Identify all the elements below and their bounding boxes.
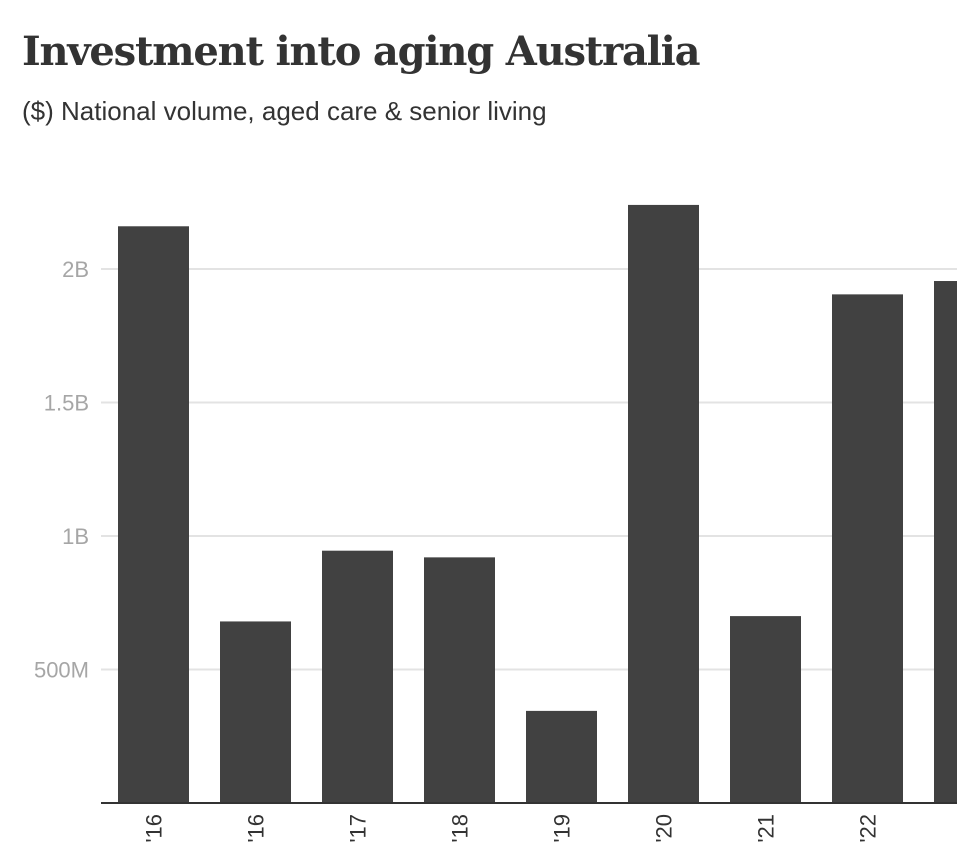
gridlines: [101, 268, 957, 671]
x-tick-label: '19: [550, 814, 575, 843]
bar: [424, 557, 495, 803]
bar: [628, 204, 699, 804]
bar: [934, 281, 957, 803]
x-tick-label: '16: [244, 814, 269, 843]
x-tick-label: '17: [346, 814, 371, 843]
x-tick-label: '22: [856, 814, 881, 843]
bars: [118, 204, 957, 804]
bar: [730, 616, 801, 803]
x-tick-label: '16: [142, 814, 167, 843]
bar: [832, 294, 903, 803]
chart-subtitle: ($) National volume, aged care & senior …: [22, 96, 547, 126]
x-tick-label: '18: [448, 814, 473, 843]
y-tick-label: 2B: [62, 257, 89, 282]
bar: [220, 621, 291, 803]
y-tick-label: 500M: [34, 658, 89, 683]
x-tick-label: '20: [652, 814, 677, 843]
y-tick-label: 1B: [62, 524, 89, 549]
bar: [322, 550, 393, 803]
bar: [526, 710, 597, 803]
bar: [118, 226, 189, 803]
y-tick-label: 1.5B: [44, 391, 89, 416]
axis-labels: 500M 1B 1.5B 2B '16 '16 '17 '18 '19 '20 '21 '22: [34, 257, 881, 843]
chart-title: Investment into aging Australia: [22, 28, 701, 75]
x-tick-label: '21: [754, 814, 779, 843]
